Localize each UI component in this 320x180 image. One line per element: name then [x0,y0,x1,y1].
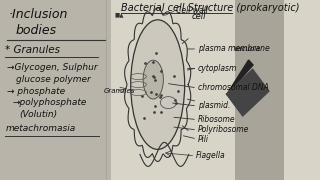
Text: Vacuole: Vacuole [234,46,261,52]
Text: plasma membrane: plasma membrane [198,44,270,53]
Text: →polyphosphate: →polyphosphate [12,98,87,107]
Text: chromosomal DNA: chromosomal DNA [198,83,269,92]
Text: Granules: Granules [104,88,135,94]
Text: Flagella: Flagella [195,151,225,160]
Text: cell: cell [192,12,206,21]
Text: cytoplasm: cytoplasm [198,64,237,73]
Text: (Volutin): (Volutin) [20,110,58,119]
Text: Bacterial cell Structure (prokaryotic): Bacterial cell Structure (prokaryotic) [121,3,299,13]
Polygon shape [226,60,253,95]
Text: →Glycogen, Sulphur: →Glycogen, Sulphur [7,63,98,72]
Text: * Granules: * Granules [5,45,60,55]
Text: Polyribosome: Polyribosome [198,125,249,134]
Text: glucose polymer: glucose polymer [16,75,91,84]
Text: ■▲: ■▲ [115,12,124,17]
Text: Cell wall: Cell wall [176,6,208,15]
Bar [108,0,284,180]
Ellipse shape [143,60,163,99]
Text: metachromasia: metachromasia [5,124,76,133]
Bar [106,0,111,180]
Text: plasmid.: plasmid. [198,102,230,111]
Text: ·Inclusion: ·Inclusion [9,8,68,21]
Ellipse shape [131,20,185,149]
Text: bodies: bodies [16,24,57,37]
Bar [226,68,270,117]
Text: → phosphate: → phosphate [7,87,65,96]
Bar [235,0,284,180]
Bar [0,0,108,180]
Text: Pili: Pili [198,134,209,143]
Text: Ribosome: Ribosome [198,115,236,124]
